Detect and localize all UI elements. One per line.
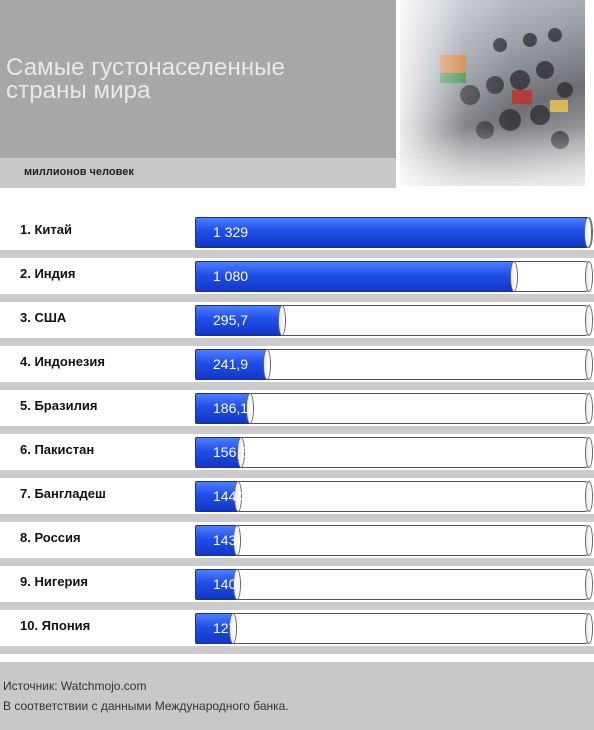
category-label: 6. Пакистан	[20, 442, 95, 457]
bar-row: 10. Япония 127,4	[0, 610, 594, 654]
bar-end-cap	[233, 569, 241, 600]
row-separator	[0, 646, 594, 654]
bar-end-cap	[278, 305, 286, 336]
row-separator	[0, 470, 594, 478]
bar-track	[195, 481, 592, 512]
crowd-photo	[400, 0, 585, 186]
bar	[195, 217, 588, 248]
track-end-cap	[585, 569, 593, 600]
category-label: 3. США	[20, 310, 67, 325]
bar-row: 1. Китай 1 329	[0, 214, 594, 258]
category-label: 9. Нигерия	[20, 574, 88, 589]
category-label: 5. Бразилия	[20, 398, 98, 413]
data-label: 140,6	[213, 576, 249, 592]
bar-row: 2. Индия 1 080	[0, 258, 594, 302]
bar-track	[195, 525, 592, 556]
bar-row: 7. Бангладеш 144,3	[0, 478, 594, 522]
bar-row: 8. Россия 143,7	[0, 522, 594, 566]
bar-track	[195, 613, 592, 644]
bar-row: 3. США 295,7	[0, 302, 594, 346]
bar	[195, 437, 241, 468]
bar	[195, 261, 514, 292]
category-label: 4. Индонезия	[20, 354, 105, 369]
category-label: 1. Китай	[20, 222, 72, 237]
title-line-1: Самые густонаселенные	[6, 54, 285, 81]
track-end-cap	[585, 613, 593, 644]
category-label: 10. Япония	[20, 618, 91, 633]
data-label: 241,9	[213, 356, 249, 372]
data-label: 1 329	[213, 224, 249, 240]
source-note: В соответствии с данными Международного …	[3, 699, 289, 713]
bar	[195, 393, 250, 424]
category-label: 2. Индия	[20, 266, 76, 281]
data-label: 144,3	[213, 488, 249, 504]
track-end-cap	[585, 261, 593, 292]
track-end-cap	[585, 437, 593, 468]
title-line-2: страны мира	[6, 77, 151, 104]
bar-row: 4. Индонезия 241,9	[0, 346, 594, 390]
category-label: 7. Бангладеш	[20, 486, 106, 501]
track-end-cap	[585, 481, 593, 512]
track-end-cap	[585, 393, 593, 424]
bar-end-cap	[510, 261, 518, 292]
bar-end-cap	[233, 525, 241, 556]
chart-title: Самые густонаселенные страны мира	[6, 54, 386, 104]
data-label: 143,7	[213, 532, 249, 548]
bar-track	[195, 393, 592, 424]
bar-end-cap	[584, 217, 592, 248]
row-separator	[0, 294, 594, 302]
row-separator	[0, 250, 594, 258]
bar-track	[195, 437, 592, 468]
photo-fade-bottom	[400, 126, 585, 186]
header-panel: Самые густонаселенные страны мира	[0, 0, 396, 158]
bar-row: 6. Пакистан 156,6	[0, 434, 594, 478]
data-label: 156,6	[213, 444, 249, 460]
bar-end-cap	[237, 437, 245, 468]
row-separator	[0, 514, 594, 522]
bar-end-cap	[263, 349, 271, 380]
track-end-cap	[585, 305, 593, 336]
data-label: 1 080	[213, 268, 249, 284]
bar-row: 9. Нигерия 140,6	[0, 566, 594, 610]
row-separator	[0, 426, 594, 434]
footer: Источник: Watchmojo.com В соответствии с…	[0, 662, 594, 730]
bar-end-cap	[229, 613, 237, 644]
chart-subtitle: миллионов человек	[24, 166, 134, 178]
track-end-cap	[585, 349, 593, 380]
bar-end-cap	[234, 481, 242, 512]
row-separator	[0, 558, 594, 566]
bar	[195, 613, 233, 644]
row-separator	[0, 338, 594, 346]
category-label: 8. Россия	[20, 530, 81, 545]
data-label: 295,7	[213, 312, 249, 328]
row-separator	[0, 382, 594, 390]
bar-track	[195, 569, 592, 600]
data-label: 127,4	[213, 620, 249, 636]
subtitle-band: миллионов человек	[0, 158, 396, 188]
bar-row: 5. Бразилия 186,1	[0, 390, 594, 434]
row-separator	[0, 602, 594, 610]
data-label: 186,1	[213, 400, 249, 416]
bar	[195, 349, 267, 380]
track-end-cap	[585, 525, 593, 556]
bar-end-cap	[246, 393, 254, 424]
source-text: Источник: Watchmojo.com	[3, 679, 147, 693]
